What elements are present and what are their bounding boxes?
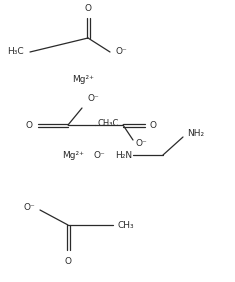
Text: O⁻: O⁻ <box>88 94 100 103</box>
Text: O: O <box>149 120 156 129</box>
Text: O⁻: O⁻ <box>94 151 106 160</box>
Text: Mg²⁺: Mg²⁺ <box>72 76 94 85</box>
Text: O⁻: O⁻ <box>135 138 147 147</box>
Text: NH₂: NH₂ <box>187 129 204 138</box>
Text: CH₃: CH₃ <box>118 221 135 230</box>
Text: H₃C: H₃C <box>7 47 24 56</box>
Text: O: O <box>85 4 91 13</box>
Text: O⁻: O⁻ <box>23 202 35 212</box>
Text: O: O <box>64 257 71 266</box>
Text: O⁻: O⁻ <box>116 47 128 56</box>
Text: CH₃C: CH₃C <box>97 118 118 127</box>
Text: Mg²⁺: Mg²⁺ <box>62 151 84 160</box>
Text: O: O <box>26 120 33 129</box>
Text: H₂N: H₂N <box>115 151 132 160</box>
